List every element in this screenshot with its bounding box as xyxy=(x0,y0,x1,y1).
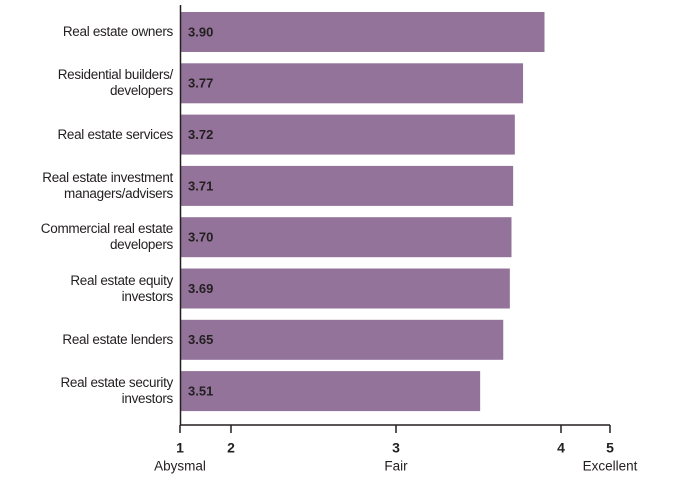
x-tick-label: 4 xyxy=(557,440,565,456)
category-label: Real estate services xyxy=(57,126,173,142)
value-label: 3.69 xyxy=(188,281,213,296)
category-label: Real estate equity investors xyxy=(70,272,173,304)
bar xyxy=(180,371,481,412)
scale-label: Abysmal xyxy=(154,459,206,474)
x-tick-label: 5 xyxy=(606,440,614,456)
bar xyxy=(180,319,504,360)
bar xyxy=(180,114,515,155)
x-tick-label: 3 xyxy=(392,440,400,456)
category-label: Real estate lenders xyxy=(62,331,173,347)
x-tick-label: 1 xyxy=(176,440,184,456)
category-label: Commercial real estate developers xyxy=(40,221,174,253)
scale-label: Fair xyxy=(384,459,408,474)
bar xyxy=(180,217,512,258)
value-label: 3.71 xyxy=(188,178,213,193)
value-label: 3.70 xyxy=(188,230,213,245)
value-label: 3.77 xyxy=(188,76,213,91)
category-label: Real estate investment managers/advisers xyxy=(42,169,173,201)
value-label: 3.65 xyxy=(188,332,213,347)
category-label: Real estate security investors xyxy=(60,375,173,407)
bar xyxy=(180,12,545,52)
value-label: 3.51 xyxy=(188,384,213,399)
value-label: 3.72 xyxy=(188,127,213,142)
category-label: Residential builders/ developers xyxy=(57,67,174,99)
category-label: Real estate owners xyxy=(62,24,173,39)
bar xyxy=(180,63,524,104)
scale-label: Excellent xyxy=(583,459,638,474)
bar xyxy=(180,165,514,206)
value-label: 3.90 xyxy=(188,24,213,39)
x-tick-label: 2 xyxy=(227,440,235,456)
bar xyxy=(180,268,510,309)
